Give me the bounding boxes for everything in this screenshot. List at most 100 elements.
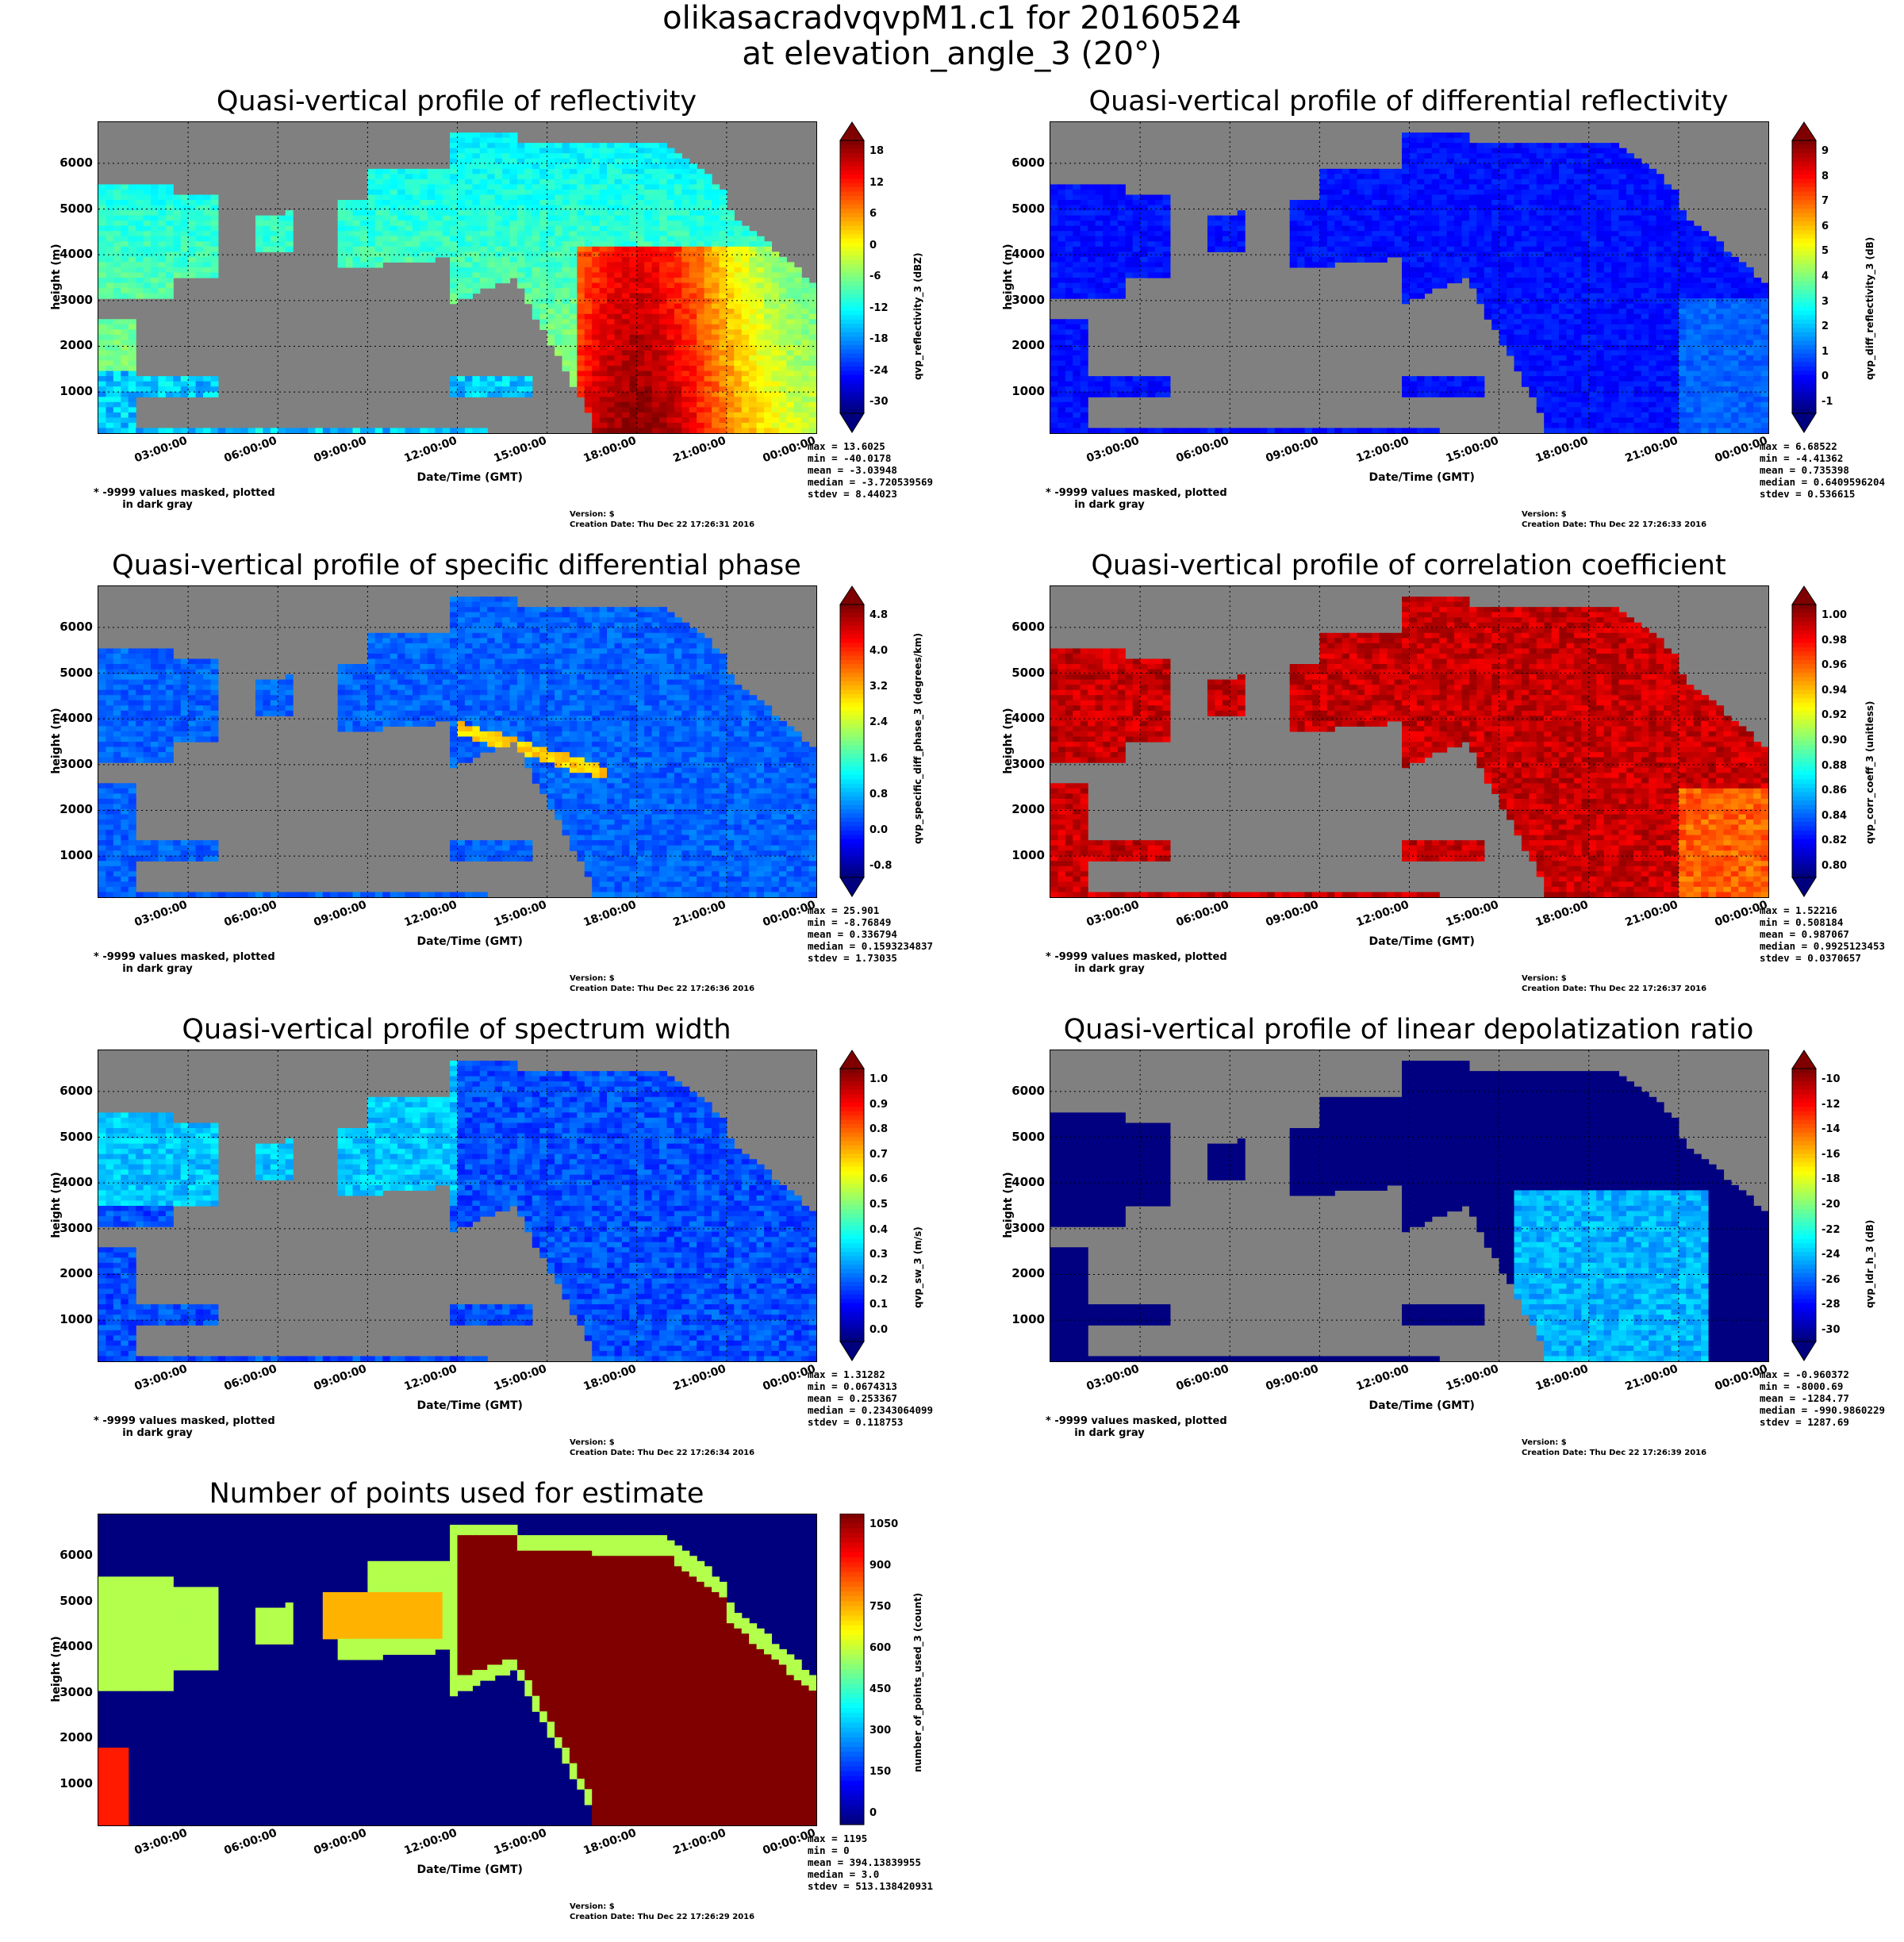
heatmap-cell <box>1058 226 1065 232</box>
heatmap-cell <box>271 216 278 221</box>
heatmap-cell <box>1499 163 1507 169</box>
heatmap-cell <box>121 231 129 236</box>
heatmap-cell <box>1140 194 1148 200</box>
heatmap-cell <box>450 231 458 236</box>
heatmap-cell <box>502 278 510 283</box>
heatmap-cell <box>1537 174 1545 179</box>
heatmap-cell <box>585 386 593 392</box>
heatmap-cell <box>367 190 375 195</box>
heatmap-cell <box>458 216 466 221</box>
heatmap-cell <box>210 226 218 232</box>
heatmap-cell <box>1491 184 1499 190</box>
heatmap-cell <box>734 257 742 263</box>
heatmap-cell <box>1365 210 1372 216</box>
heatmap-cell <box>1103 194 1111 200</box>
heatmap-cell <box>480 428 488 433</box>
heatmap-cell <box>1327 174 1335 179</box>
heatmap-cell <box>158 386 166 392</box>
heatmap-cell <box>509 205 517 211</box>
heatmap-cell <box>210 210 218 216</box>
heatmap-cell <box>666 361 674 367</box>
heatmap-cell <box>1566 169 1574 175</box>
heatmap-cell <box>1125 428 1133 433</box>
heatmap-cell <box>1387 428 1395 433</box>
heatmap-cell <box>1096 194 1104 200</box>
heatmap-cell <box>1065 194 1073 200</box>
heatmap-cell <box>1125 231 1133 236</box>
heatmap-cell <box>681 221 689 226</box>
heatmap-cell <box>1574 397 1582 402</box>
heatmap-cell <box>757 382 765 387</box>
heatmap-cell <box>1349 231 1357 236</box>
heatmap-cell <box>181 221 189 226</box>
heatmap-cell <box>196 267 204 273</box>
heatmap-cell <box>1417 262 1425 267</box>
heatmap-cell <box>749 231 757 236</box>
heatmap-cell <box>666 340 674 345</box>
heatmap-cell <box>704 413 712 418</box>
heatmap-cell <box>719 386 727 392</box>
heatmap-cell <box>794 350 802 355</box>
heatmap-cell <box>1088 283 1096 289</box>
heatmap-cell <box>1065 376 1073 382</box>
heatmap-cell <box>1566 194 1574 200</box>
heatmap-cell <box>1432 148 1440 154</box>
heatmap-cell <box>577 298 585 304</box>
heatmap-cell <box>210 216 218 221</box>
heatmap-cell <box>764 355 772 361</box>
heatmap-cell <box>413 247 420 252</box>
heatmap-cell <box>607 355 615 361</box>
heatmap-cell <box>600 267 608 273</box>
heatmap-cell <box>592 294 600 299</box>
heatmap-cell <box>1073 294 1081 299</box>
heatmap-cell <box>592 288 600 294</box>
heatmap-cell <box>1476 153 1484 159</box>
heatmap-cell <box>196 236 204 242</box>
heatmap-cell <box>397 179 405 185</box>
heatmap-cell <box>188 205 196 211</box>
heatmap-cell <box>689 324 697 330</box>
heatmap-cell <box>570 283 578 289</box>
heatmap-cell <box>622 407 630 413</box>
heatmap-cell <box>1581 350 1589 355</box>
heatmap-cell <box>674 371 682 377</box>
heatmap-cell <box>622 294 630 299</box>
colorbar-swatch <box>840 397 864 401</box>
heatmap-cell <box>1103 267 1111 273</box>
mask-note: * -9999 values masked, plotted in dark g… <box>94 487 275 511</box>
heatmap-cell <box>1155 257 1163 263</box>
heatmap-cell <box>659 407 667 413</box>
heatmap-cell <box>1424 283 1432 289</box>
heatmap-cell <box>570 257 578 263</box>
heatmap-cell <box>562 335 570 340</box>
heatmap-cell <box>181 257 189 263</box>
heatmap-cell <box>1514 262 1522 267</box>
heatmap-cell <box>203 194 211 200</box>
heatmap-cell <box>113 231 121 236</box>
heatmap-cell <box>1589 200 1597 205</box>
heatmap-cell <box>764 272 772 278</box>
heatmap-cell <box>637 407 645 413</box>
heatmap-cell <box>524 200 532 205</box>
heatmap-cell <box>771 262 779 267</box>
heatmap-cell <box>719 319 727 324</box>
heatmap-cell <box>210 257 218 263</box>
heatmap-cell <box>480 210 488 216</box>
heatmap-cell <box>428 210 436 216</box>
heatmap-cell <box>681 267 689 273</box>
stat-line: median = -3.720539569 <box>808 476 933 488</box>
heatmap-cell <box>659 371 667 377</box>
heatmap-cell <box>113 366 121 371</box>
heatmap-cell <box>607 350 615 355</box>
heatmap-cell <box>637 298 645 304</box>
heatmap-cell <box>1566 205 1574 211</box>
heatmap-cell <box>600 417 608 423</box>
heatmap-cell <box>539 205 547 211</box>
heatmap-cell <box>1559 179 1567 185</box>
heatmap-cell <box>144 288 152 294</box>
heatmap-cell <box>622 382 630 387</box>
heatmap-cell <box>555 184 562 190</box>
heatmap-cell <box>1544 267 1552 273</box>
heatmap-cell <box>1305 262 1313 267</box>
heatmap-cell <box>367 236 375 242</box>
